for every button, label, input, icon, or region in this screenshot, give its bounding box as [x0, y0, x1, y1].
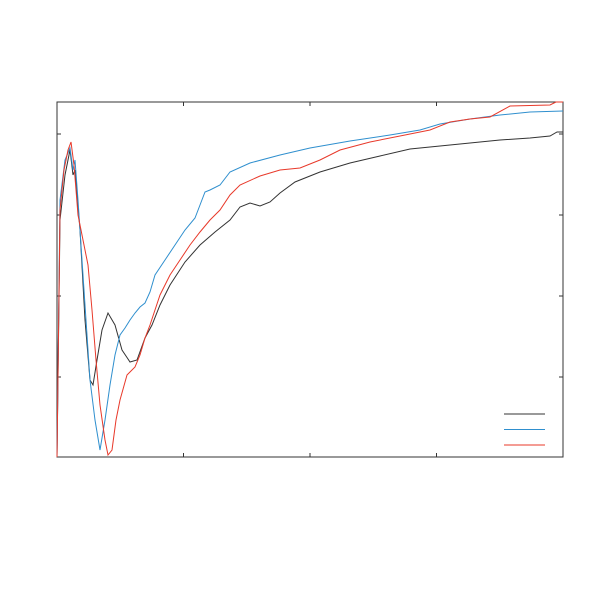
series-line [56, 101, 563, 458]
series-line [56, 110, 564, 458]
plot-frame [56, 101, 564, 458]
series-line [56, 131, 563, 458]
